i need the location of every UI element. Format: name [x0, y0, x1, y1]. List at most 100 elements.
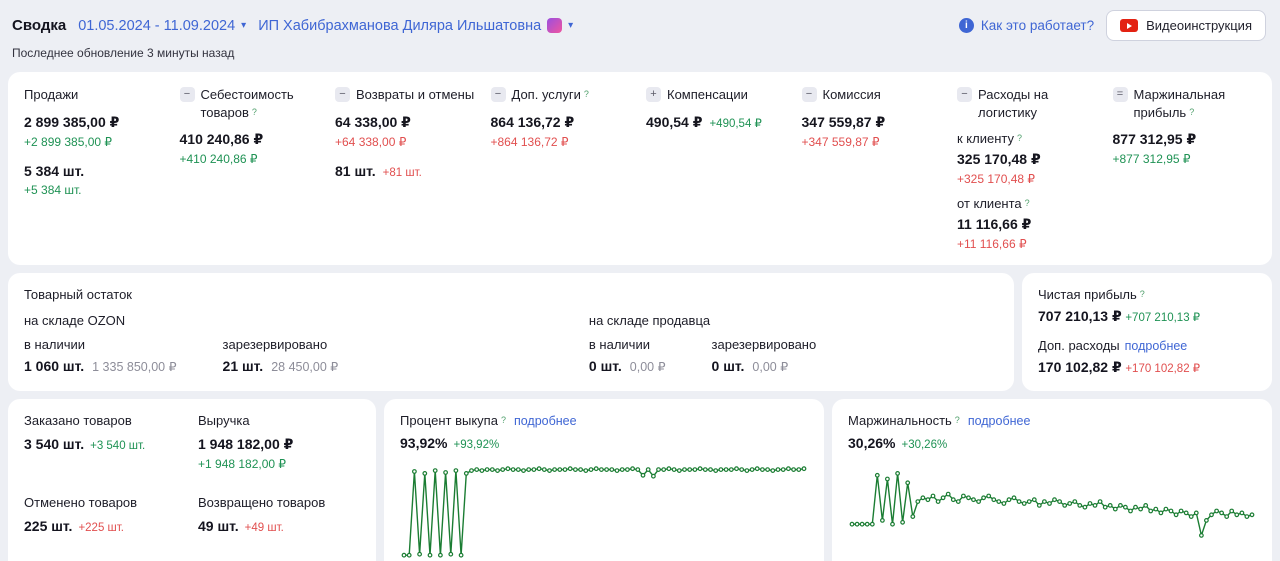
- seller-name: ИП Хабибрахманова Диляра Ильшатовна: [258, 17, 542, 34]
- metric-value: 325 170,48 ₽: [957, 151, 1041, 168]
- returned-delta: +49 шт.: [244, 522, 284, 535]
- youtube-icon: [1120, 19, 1139, 32]
- how-it-works-link[interactable]: i Как это работает?: [958, 18, 1095, 33]
- info-icon: i: [958, 18, 974, 33]
- metric-delta: +64 338,00 ₽: [335, 134, 407, 149]
- help-icon[interactable]: ?: [1017, 133, 1023, 144]
- buyout-chart: [400, 457, 808, 561]
- metric-title: Доп. услуги?: [511, 87, 589, 102]
- minus-icon: −: [490, 87, 506, 102]
- minus-icon: −: [801, 87, 817, 102]
- minus-icon: −: [957, 87, 972, 102]
- topbar: Сводка 01.05.2024 - 11.09.2024 ▾ ИП Хаби…: [8, 8, 1272, 41]
- in-stock-sum: 1 335 850,00 ₽: [92, 360, 177, 375]
- how-it-works-label: Как это работает?: [980, 18, 1095, 33]
- marginality-chart: [848, 457, 1256, 561]
- metric-commission: − Комиссия 347 559,87 ₽ +347 559,87 ₽: [801, 86, 946, 251]
- reserved-qty: 21 шт.: [222, 358, 264, 375]
- ozon-warehouse-label: на складе OZON: [24, 313, 126, 329]
- buyout-title: Процент выкупа?: [400, 413, 506, 429]
- seller-warehouse-label: на складе продавца: [588, 313, 711, 329]
- last-update-text: Последнее обновление 3 минуты назад: [12, 46, 235, 60]
- metric-services: − Доп. услуги? 864 136,72 ₽ +864 136,72 …: [490, 86, 635, 251]
- marginality-card: Маржинальность? подробнее 30,26% +30,26%: [832, 399, 1272, 561]
- buyout-card: Процент выкупа? подробнее 93,92% +93,92%: [384, 399, 824, 561]
- video-instruction-button[interactable]: Видеоинструкция: [1106, 10, 1266, 41]
- returned-block: Возвращено товаров 49 шт. +49 шт.: [198, 495, 360, 534]
- inventory-seller-section: на складе продавца в наличии 0 шт. 0,00 ₽…: [589, 313, 816, 374]
- marginality-details-link[interactable]: подробнее: [967, 413, 1031, 428]
- metric-title: Продажи: [24, 87, 79, 102]
- orders-card: Заказано товаров 3 540 шт. +3 540 шт. Выр…: [8, 399, 376, 561]
- ordered-qty: 3 540 шт.: [24, 436, 85, 453]
- metric-logistics: − Расходы на логистику к клиенту? 325 17…: [957, 86, 1101, 251]
- equals-icon: =: [1112, 87, 1128, 102]
- metric-returns: − Возвраты и отмены 64 338,00 ₽ +64 338,…: [335, 86, 479, 251]
- help-icon[interactable]: ?: [954, 415, 960, 426]
- net-profit-title: Чистая прибыль?: [1038, 287, 1145, 303]
- help-icon[interactable]: ?: [1139, 289, 1145, 300]
- minus-icon: −: [179, 87, 195, 102]
- ozon-reserved: зарезервировано 21 шт. 28 450,00 ₽: [223, 337, 339, 374]
- metric-qty: 81 шт. +81 шт.: [335, 162, 422, 179]
- help-icon[interactable]: ?: [1189, 106, 1195, 117]
- row-charts: Заказано товаров 3 540 шт. +3 540 шт. Выр…: [8, 399, 1272, 561]
- in-stock-label: в наличии: [24, 337, 86, 353]
- metric-value: 11 116,66 ₽: [957, 216, 1032, 233]
- metric-delta: +410 240,86 ₽: [179, 152, 258, 167]
- inventory-ozon-section: на складе OZON в наличии 1 060 шт. 1 335 …: [24, 313, 589, 374]
- metric-title: Маржинальная прибыль?: [1133, 87, 1226, 120]
- metric-qty: 5 384 шт.: [24, 162, 85, 179]
- metric-value: 864 136,72 ₽: [490, 113, 575, 130]
- help-icon[interactable]: ?: [583, 89, 589, 99]
- in-stock-label: в наличии: [588, 337, 650, 353]
- revenue-value: 1 948 182,00 ₽: [198, 436, 294, 453]
- reserved-label: зарезервировано: [711, 337, 817, 353]
- page-title: Сводка: [12, 17, 67, 34]
- metric-title: Себестоимость товаров?: [200, 87, 294, 120]
- ordered-block: Заказано товаров 3 540 шт. +3 540 шт.: [24, 413, 186, 471]
- help-icon[interactable]: ?: [500, 415, 506, 426]
- reserved-sum: 28 450,00 ₽: [271, 360, 339, 375]
- buyout-value: 93,92%: [400, 435, 448, 452]
- plus-icon: +: [646, 87, 661, 102]
- date-range-value: 01.05.2024 - 11.09.2024: [78, 17, 236, 34]
- metric-delta: +490,54 ₽: [709, 117, 762, 130]
- reserved-label: зарезервировано: [222, 337, 328, 353]
- metric-delta: +864 136,72 ₽: [490, 134, 569, 149]
- minus-icon: −: [335, 87, 350, 102]
- marginality-title: Маржинальность?: [848, 413, 960, 429]
- revenue-block: Выручка 1 948 182,00 ₽ +1 948 182,00 ₽: [198, 413, 360, 471]
- logistics-to-client-label: к клиенту?: [957, 131, 1023, 147]
- revenue-label: Выручка: [198, 413, 250, 429]
- metric-value: 490,54 ₽ +490,54 ₽: [646, 113, 762, 130]
- extra-expenses-value: 170 102,82 ₽: [1038, 359, 1122, 376]
- metric-cost: − Себестоимость товаров? 410 240,86 ₽ +4…: [179, 86, 324, 251]
- metric-value: 877 312,95 ₽: [1112, 131, 1197, 148]
- seller-selector[interactable]: ИП Хабибрахманова Диляра Ильшатовна ▾: [258, 18, 573, 34]
- metric-qty-delta: +5 384 шт.: [24, 182, 82, 197]
- metric-delta: +877 312,95 ₽: [1112, 152, 1191, 167]
- help-icon[interactable]: ?: [251, 106, 257, 117]
- inventory-title: Товарный остаток: [24, 287, 132, 303]
- metric-title: Компенсации: [667, 87, 748, 102]
- inventory-card: Товарный остаток на складе OZON в наличи…: [8, 273, 1014, 392]
- metric-title: Расходы на логистику: [978, 87, 1049, 120]
- help-icon[interactable]: ?: [1024, 198, 1030, 209]
- date-range-selector[interactable]: 01.05.2024 - 11.09.2024 ▾: [78, 18, 246, 34]
- seller-reserved: зарезервировано 0 шт. 0,00 ₽: [712, 337, 817, 374]
- returned-label: Возвращено товаров: [198, 495, 326, 511]
- buyout-details-link[interactable]: подробнее: [513, 413, 577, 428]
- net-profit-value: 707 210,13 ₽: [1038, 308, 1122, 325]
- metric-delta: +11 116,66 ₽: [957, 237, 1027, 252]
- metric-delta: +325 170,48 ₽: [957, 172, 1036, 187]
- seller-badge-icon: [547, 18, 563, 33]
- in-stock-qty: 0 шт.: [588, 358, 622, 375]
- extra-expenses-details-link[interactable]: подробнее: [1124, 339, 1188, 354]
- buyout-delta: +93,92%: [453, 439, 500, 452]
- logistics-from-client-label: от клиента?: [957, 196, 1030, 212]
- ozon-in-stock: в наличии 1 060 шт. 1 335 850,00 ₽: [24, 337, 177, 374]
- video-button-label: Видеоинструкция: [1146, 18, 1252, 33]
- marginality-delta: +30,26%: [901, 439, 948, 452]
